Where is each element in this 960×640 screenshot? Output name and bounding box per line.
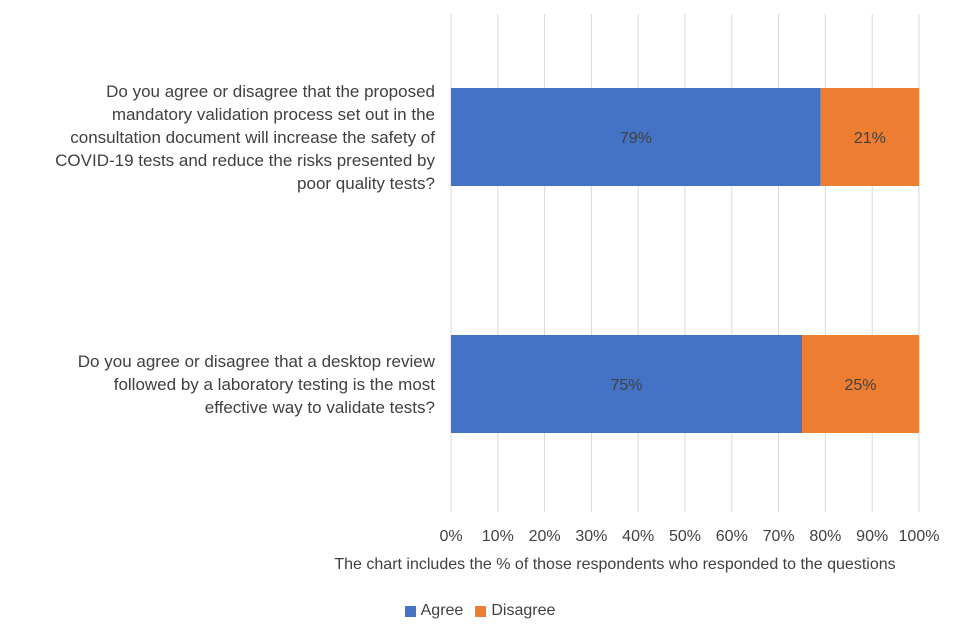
data-label-agree-1: 79%	[620, 130, 652, 147]
bar-disagree-1	[820, 88, 919, 186]
category-label-line: COVID-19 tests and reduce the risks pres…	[55, 150, 435, 170]
x-tick-label: 0%	[439, 528, 462, 545]
x-tick-label: 10%	[482, 528, 514, 545]
bar-agree-2	[451, 335, 802, 433]
legend-swatch-agree	[404, 605, 416, 617]
category-label-1: Do you agree or disagree that the propos…	[5, 80, 435, 195]
x-tick-label: 80%	[809, 528, 841, 545]
data-label-disagree-1: 21%	[854, 130, 886, 147]
x-tick-label: 70%	[763, 528, 795, 545]
legend-swatch-disagree	[475, 605, 487, 617]
x-tick-label: 100%	[899, 528, 940, 545]
x-axis-title: The chart includes the % of those respon…	[334, 556, 896, 573]
x-tick-label: 20%	[529, 528, 561, 545]
category-label-2: Do you agree or disagree that a desktop …	[5, 350, 435, 419]
legend: Agree Disagree	[0, 602, 960, 620]
legend-item-disagree: Disagree	[475, 602, 555, 620]
legend-item-agree: Agree	[404, 602, 464, 620]
category-label-line: poor quality tests?	[297, 173, 435, 193]
legend-label-disagree: Disagree	[491, 602, 556, 619]
category-label-line: Do you agree or disagree that the propos…	[106, 81, 435, 101]
category-label-line: followed by a laboratory testing is the …	[113, 374, 435, 394]
category-label-line: mandatory validation process set out in …	[111, 104, 435, 124]
x-tick-label: 50%	[669, 528, 701, 545]
data-label-disagree-2: 25%	[844, 377, 876, 394]
x-tick-label: 40%	[622, 528, 654, 545]
category-label-line: effective way to validate tests?	[204, 397, 435, 417]
data-label-agree-2: 75%	[610, 377, 642, 394]
bar-disagree-2	[802, 335, 919, 433]
x-tick-label: 90%	[856, 528, 888, 545]
x-tick-label: 60%	[716, 528, 748, 545]
x-tick-label: 30%	[575, 528, 607, 545]
category-label-line: Do you agree or disagree that a desktop …	[77, 351, 435, 371]
category-label-line: consultation document will increase the …	[70, 127, 435, 147]
bar-agree-1	[451, 88, 821, 186]
legend-label-agree: Agree	[420, 602, 464, 619]
